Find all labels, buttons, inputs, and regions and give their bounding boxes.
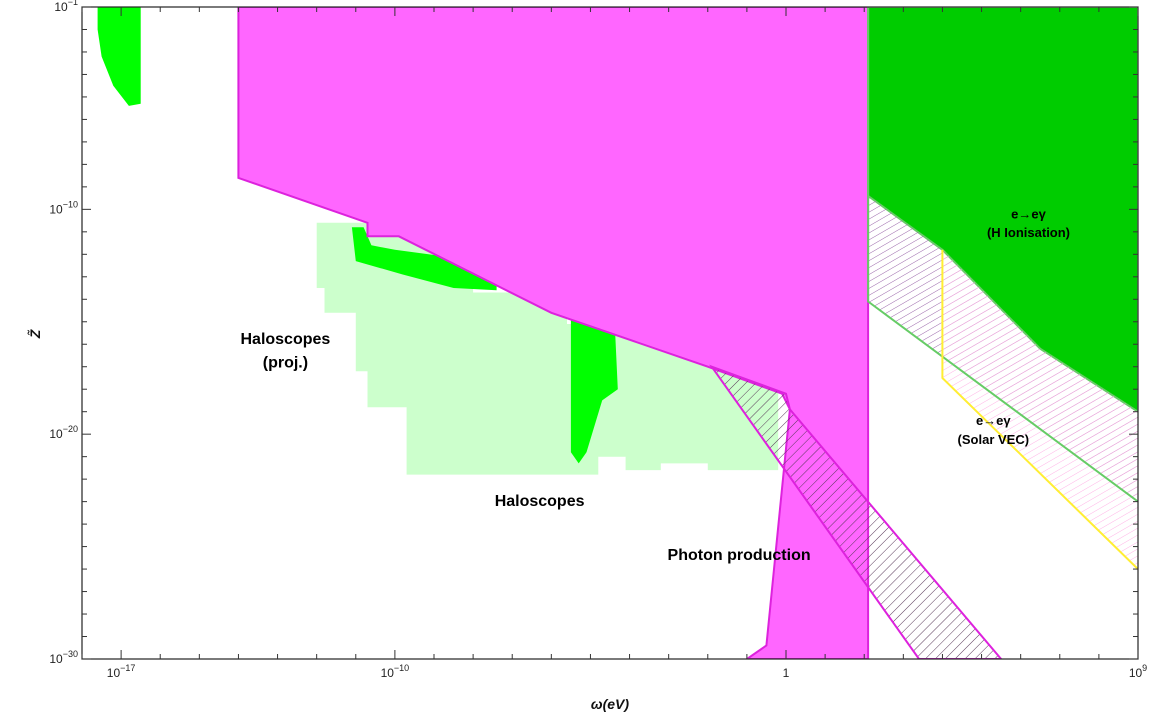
region-photon-production-5: [709, 364, 1003, 659]
annotation-e-e-h-ionisation: e→eγ (H Ionisation): [987, 206, 1070, 240]
boundary-line-yellow-1: [941, 249, 1138, 570]
region-haloscopes-2: [570, 306, 618, 464]
plot-frame: [81, 6, 1139, 660]
x-tick-label: 1: [783, 666, 790, 680]
region-e-e-solar-vec-8: [942, 249, 1138, 570]
region-unnamed-3: [97, 7, 141, 106]
y-tick-label: 10−1: [54, 0, 78, 14]
annotation-haloscopes-proj: Haloscopes (proj.): [240, 331, 330, 371]
boundary-line-green_edge-0: [867, 7, 1138, 503]
y-tick-label: 10−10: [49, 199, 78, 216]
y-tick-label: 10−30: [49, 649, 78, 666]
x-tick-label: 109: [1129, 663, 1147, 680]
annotation-haloscopes: Haloscopes: [495, 493, 585, 510]
region-haloscopes-1: [351, 227, 497, 291]
x-tick-label: 10−17: [107, 663, 136, 680]
x-axis-label: ω(eV): [591, 696, 629, 712]
y-tick-label: 10−20: [49, 424, 78, 441]
y-axis-label: Z̃: [26, 329, 43, 339]
annotation-e-e-solar-vec: e→eγ (Solar VEC): [958, 413, 1030, 447]
region-haloscopes-proj-0: [316, 222, 779, 475]
x-tick-label: 10−10: [381, 663, 410, 680]
annotation-photon-production: Photon production: [668, 547, 811, 564]
